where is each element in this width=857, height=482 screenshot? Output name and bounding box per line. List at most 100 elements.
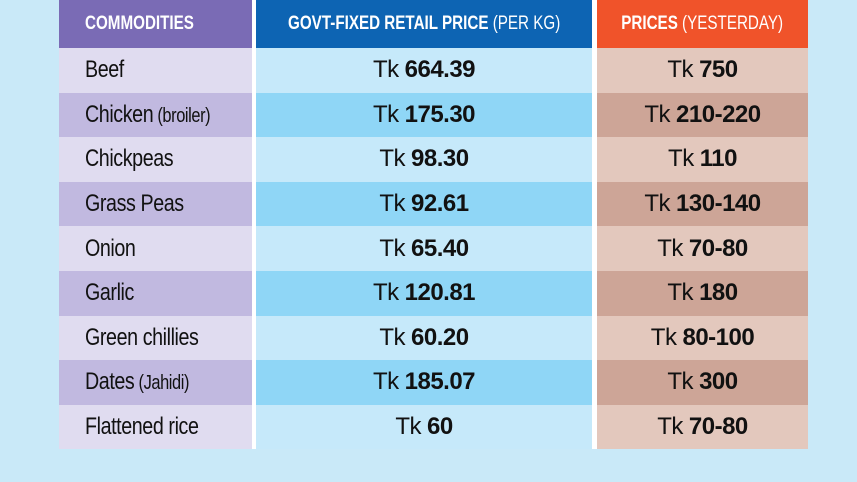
commodity-name: Beef [85,56,124,84]
column-divider [252,360,256,405]
column-divider [252,181,256,227]
column-divider [252,404,256,450]
column-divider [252,48,256,93]
currency-label: Tk [379,323,406,351]
column-divider [592,404,597,450]
govt-price-value: 60.20 [411,323,469,351]
column-divider [252,270,256,316]
commodity-name-cell: Chicken (broiler) [59,92,252,138]
govt-price-cell: Tk 92.61 [256,181,592,227]
currency-label: Tk [395,413,421,441]
govt-price-value: 65.40 [411,234,469,262]
header-commodities-label: COMMODITIES [85,13,194,34]
commodity-name: Grass Peas [85,190,184,218]
commodity-name-cell: Dates (Jahidi) [59,360,252,405]
yesterday-price-cell: Tk 70-80 [597,226,808,271]
commodity-name-cell: Beef [59,48,252,93]
govt-price-cell: Tk 120.81 [256,270,592,316]
yesterday-price-value: 110 [699,145,738,173]
column-divider [592,181,597,227]
govt-price-cell: Tk 60.20 [256,315,592,361]
currency-label: Tk [372,279,399,307]
currency-label: Tk [379,234,406,262]
commodity-name: Garlic [85,279,134,307]
column-divider [592,360,597,405]
header-govt-unit: (PER KG) [488,13,561,34]
commodity-name: Chicken [85,100,154,128]
commodity-name-cell: Chickpeas [59,137,252,182]
column-divider [592,48,597,93]
commodity-name: Green chillies [85,323,199,351]
govt-price-cell: Tk 65.40 [256,226,592,271]
commodity-name: Chickpeas [85,145,174,173]
yesterday-price-cell: Tk 70-80 [597,404,808,450]
yesterday-price-value: 300 [699,368,738,396]
yesterday-price-value: 80-100 [682,323,755,351]
column-divider [252,226,256,271]
commodity-name-cell: Onion [59,226,252,271]
yesterday-price-value: 130-140 [676,190,761,218]
commodity-name-cell: Grass Peas [59,181,252,227]
govt-price-value: 60 [426,413,453,441]
commodity-name: Flattened rice [85,413,199,441]
yesterday-price-cell: Tk 750 [597,48,808,93]
header-yesterday-qualifier: (YESTERDAY) [678,13,784,34]
govt-price-cell: Tk 185.07 [256,360,592,405]
commodity-qualifier: (broiler) [153,104,211,127]
currency-label: Tk [668,145,694,173]
yesterday-price-cell: Tk 80-100 [597,315,808,361]
currency-label: Tk [657,413,683,441]
commodity-name-cell: Green chillies [59,315,252,361]
currency-label: Tk [379,190,406,218]
price-table: COMMODITIES GOVT-FIXED RETAIL PRICE (PER… [59,0,808,450]
currency-label: Tk [650,323,677,351]
yesterday-price-cell: Tk 180 [597,270,808,316]
commodity-name: Dates [85,368,135,396]
currency-label: Tk [644,190,671,218]
column-divider [592,226,597,271]
govt-price-cell: Tk 60 [256,404,592,450]
column-divider [252,92,256,138]
govt-price-value: 98.30 [411,145,469,173]
currency-label: Tk [667,368,694,396]
yesterday-price-cell: Tk 210-220 [597,92,808,138]
column-divider [592,137,597,182]
column-divider [252,0,256,48]
currency-label: Tk [372,368,399,396]
yesterday-price-value: 70-80 [688,413,748,441]
currency-label: Tk [372,100,399,128]
column-divider [592,92,597,138]
govt-price-value: 92.61 [411,190,469,218]
currency-label: Tk [372,56,399,84]
yesterday-price-cell: Tk 110 [597,137,808,182]
yesterday-price-value: 750 [699,56,738,84]
column-divider [252,315,256,361]
currency-label: Tk [667,56,694,84]
column-divider [592,270,597,316]
commodity-name: Onion [85,234,136,262]
govt-price-value: 120.81 [404,279,476,307]
yesterday-price-value: 210-220 [676,100,761,128]
govt-price-cell: Tk 664.39 [256,48,592,93]
govt-price-value: 185.07 [404,368,476,396]
govt-price-cell: Tk 175.30 [256,92,592,138]
currency-label: Tk [657,234,683,262]
currency-label: Tk [379,145,406,173]
yesterday-price-cell: Tk 130-140 [597,181,808,227]
header-yesterday-label: PRICES [621,13,679,34]
commodity-qualifier: (Jahidi) [134,372,190,395]
currency-label: Tk [667,279,694,307]
govt-price-value: 664.39 [404,56,476,84]
govt-price-cell: Tk 98.30 [256,137,592,182]
column-divider [592,0,597,48]
govt-price-value: 175.30 [404,100,476,128]
column-divider [592,315,597,361]
commodity-name-cell: Garlic [59,270,252,316]
header-govt-label: GOVT-FIXED RETAIL PRICE [287,13,489,34]
header-commodities: COMMODITIES [59,0,252,48]
yesterday-price-value: 70-80 [688,234,748,262]
column-divider [252,137,256,182]
yesterday-price-value: 180 [699,279,738,307]
header-govt-price: GOVT-FIXED RETAIL PRICE (PER KG) [256,0,592,48]
commodity-name-cell: Flattened rice [59,404,252,450]
